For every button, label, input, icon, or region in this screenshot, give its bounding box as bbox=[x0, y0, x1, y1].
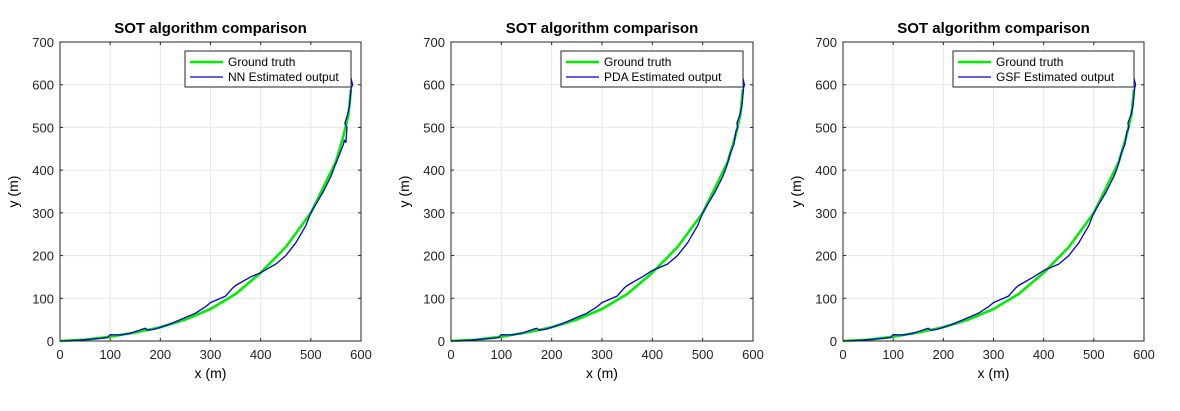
y-tick-label: 300 bbox=[32, 206, 54, 221]
y-tick-label: 100 bbox=[815, 291, 837, 306]
x-tick-label: 200 bbox=[932, 347, 954, 362]
x-tick-label: 500 bbox=[692, 347, 714, 362]
y-tick-label: 200 bbox=[815, 249, 837, 264]
y-tick-label: 200 bbox=[32, 249, 54, 264]
y-tick-label: 200 bbox=[423, 249, 445, 264]
legend-entry: GSF Estimated output bbox=[996, 70, 1115, 84]
chart-title: SOT algorithm comparison bbox=[897, 20, 1090, 37]
y-tick-label: 0 bbox=[47, 334, 54, 349]
y-tick-label: 500 bbox=[32, 120, 54, 135]
chart-panel-3: 0 100 200 300 400 500 600 0 100 200 300 400 500 600 70… bbox=[788, 20, 1155, 381]
estimated-output-line bbox=[450, 77, 746, 342]
x-tick-label: 300 bbox=[591, 347, 613, 362]
chart-title: SOT algorithm comparison bbox=[506, 20, 699, 37]
x-tick-label: 400 bbox=[641, 347, 663, 362]
axes-box bbox=[450, 41, 754, 342]
y-tick-label: 100 bbox=[423, 291, 445, 306]
estimated-output-line bbox=[59, 77, 354, 342]
legend-box bbox=[184, 50, 352, 88]
x-tick-label: 400 bbox=[1033, 347, 1055, 362]
x-tick-label: 600 bbox=[742, 347, 764, 362]
x-tick-label: 0 bbox=[839, 347, 846, 362]
y-tick-label: 0 bbox=[438, 334, 445, 349]
x-axis-label: x (m) bbox=[195, 365, 227, 381]
y-tick-label: 600 bbox=[815, 78, 837, 93]
estimated-output-line bbox=[842, 77, 1137, 342]
y-tick-label: 500 bbox=[815, 120, 837, 135]
y-tick-label: 400 bbox=[423, 163, 445, 178]
x-tick-label: 500 bbox=[300, 347, 322, 362]
x-tick-label: 0 bbox=[56, 347, 63, 362]
legend-box bbox=[952, 50, 1135, 88]
y-tick-label: 300 bbox=[815, 206, 837, 221]
y-tick-label: 400 bbox=[32, 163, 54, 178]
y-axis-label: y (m) bbox=[788, 176, 804, 208]
x-tick-label: 300 bbox=[200, 347, 222, 362]
y-tick-label: 700 bbox=[32, 35, 54, 50]
y-axis-label: y (m) bbox=[5, 176, 21, 208]
x-tick-label: 100 bbox=[882, 347, 904, 362]
y-tick-label: 100 bbox=[32, 291, 54, 306]
y-tick-label: 600 bbox=[32, 78, 54, 93]
chart-panel-1: 0 100 200 300 400 500 600 0 100 200 300 400 500 600 70… bbox=[5, 20, 372, 381]
legend-entry: Ground truth bbox=[228, 55, 295, 69]
legend-box bbox=[560, 50, 744, 88]
x-tick-label: 200 bbox=[541, 347, 563, 362]
legend-entry: PDA Estimated output bbox=[604, 70, 722, 84]
axes-box bbox=[842, 41, 1145, 342]
chart-panel-2: 0 100 200 300 400 500 600 0 100 200 300 400 500 600 70… bbox=[396, 20, 764, 381]
x-tick-label: 100 bbox=[99, 347, 121, 362]
x-tick-label: 0 bbox=[447, 347, 454, 362]
x-tick-label: 600 bbox=[350, 347, 372, 362]
x-tick-label: 300 bbox=[983, 347, 1005, 362]
y-tick-label: 500 bbox=[423, 120, 445, 135]
x-tick-label: 600 bbox=[1133, 347, 1155, 362]
legend-entry: NN Estimated output bbox=[228, 70, 339, 84]
x-tick-label: 100 bbox=[490, 347, 512, 362]
axes-box bbox=[59, 41, 362, 342]
legend-entry: Ground truth bbox=[604, 55, 671, 69]
y-tick-label: 700 bbox=[423, 35, 445, 50]
y-tick-label: 700 bbox=[815, 35, 837, 50]
legend-entry: Ground truth bbox=[996, 55, 1063, 69]
y-tick-label: 600 bbox=[423, 78, 445, 93]
y-tick-label: 400 bbox=[815, 163, 837, 178]
x-tick-label: 500 bbox=[1083, 347, 1105, 362]
x-axis-label: x (m) bbox=[978, 365, 1010, 381]
chart-title: SOT algorithm comparison bbox=[114, 20, 307, 37]
x-tick-label: 200 bbox=[149, 347, 171, 362]
y-tick-label: 300 bbox=[423, 206, 445, 221]
x-axis-label: x (m) bbox=[586, 365, 618, 381]
x-tick-label: 400 bbox=[250, 347, 272, 362]
y-axis-label: y (m) bbox=[396, 176, 412, 208]
y-tick-label: 0 bbox=[830, 334, 837, 349]
